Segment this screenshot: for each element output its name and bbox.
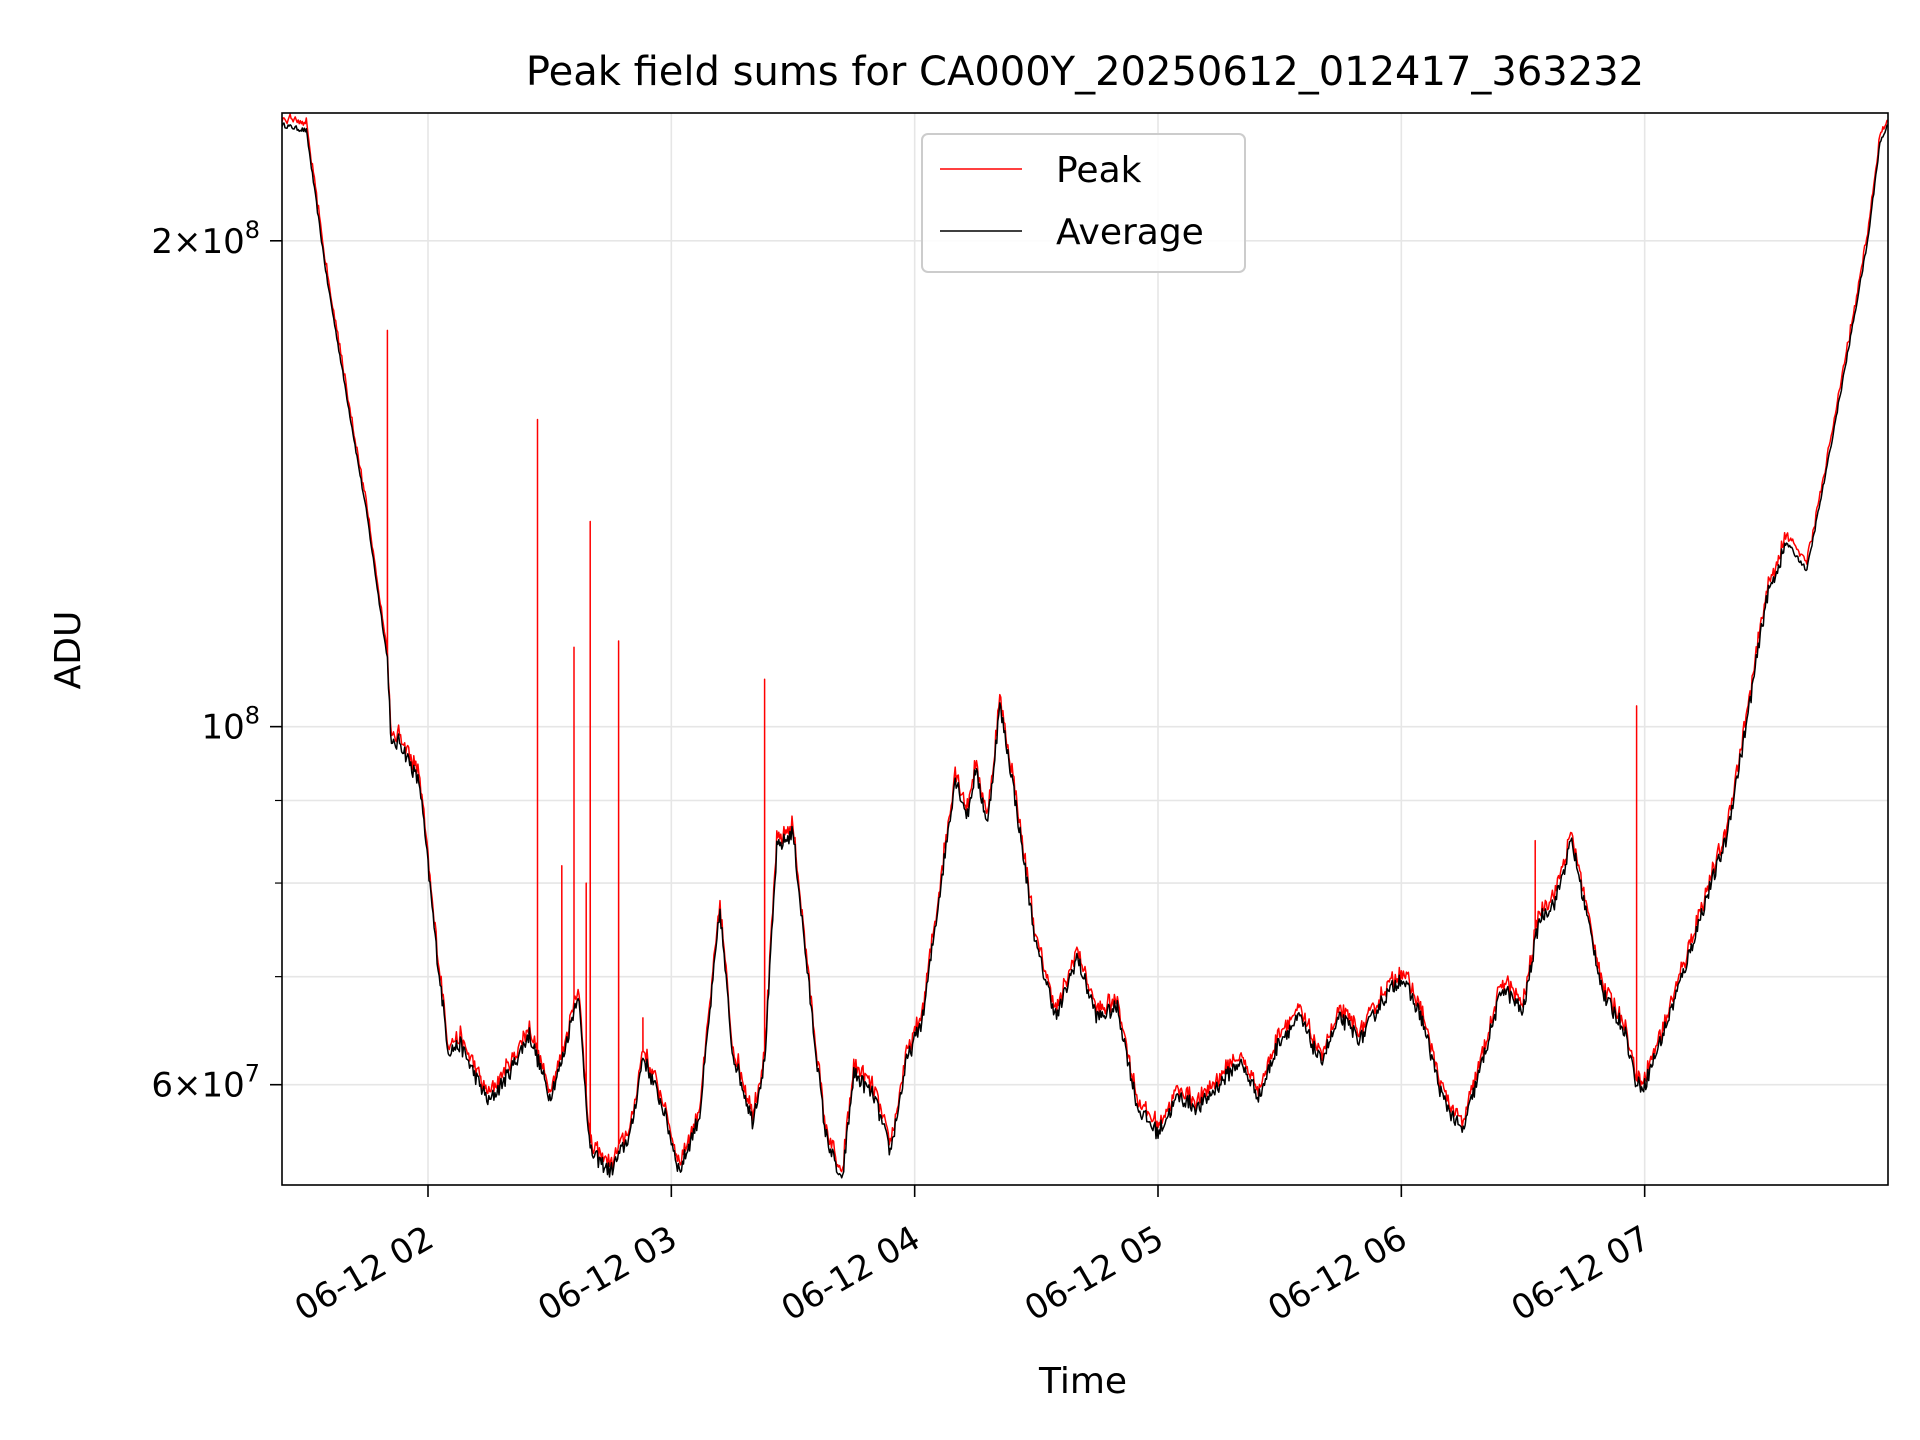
legend-label-average: Average [1056,212,1204,253]
series-line-average [282,122,1888,1179]
legend-label-peak: Peak [1056,150,1142,191]
y-tick-label: 2×108 [151,216,260,262]
x-axis-label: Time [1038,1361,1127,1402]
y-axis-label: ADU [48,611,89,690]
grid-lines [282,113,1888,1185]
chart-title: Peak field sums for CA000Y_20250612_0124… [526,49,1644,95]
series-line-peak [282,113,1888,1173]
plot-series [282,113,1888,1179]
y-axis-ticks: 6×107 108 2×108 [151,216,282,1106]
y-tick-label: 6×107 [151,1060,260,1106]
axes-frame [281,112,1889,1186]
legend: Peak Average [921,133,1246,273]
y-tick-label: 108 [201,702,260,748]
